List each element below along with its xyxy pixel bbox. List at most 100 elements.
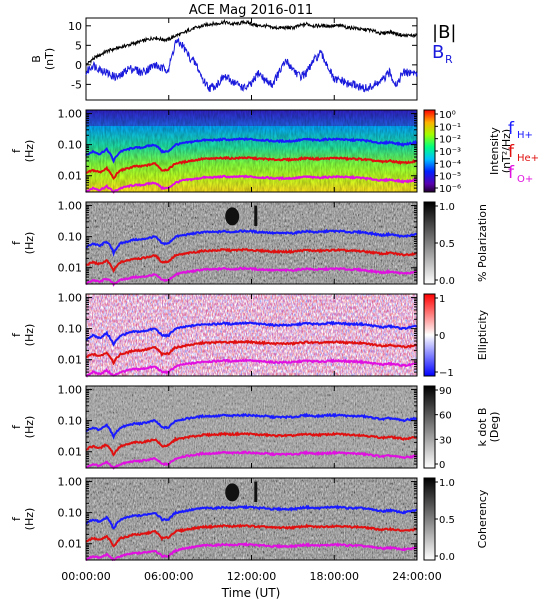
y-tick-label: 0: [75, 59, 82, 72]
colorbar-tick-label: 90: [439, 386, 452, 397]
intensity-colorbar: [423, 109, 436, 193]
y-tick-label: 5: [75, 39, 82, 52]
line-fhe: [85, 431, 418, 457]
y-tick-label: 1.00: [58, 476, 83, 489]
colorbar-tick-label: 10⁰: [439, 110, 456, 121]
legend-fhe: f: [508, 142, 515, 162]
colorbar-tick-label: 10⁻²: [439, 135, 461, 146]
x-tick-label: 18:00:00: [310, 570, 359, 583]
polarization-y-axis-label: f: [10, 240, 23, 245]
colorbar-tick-label: 60: [439, 411, 452, 422]
line-fh: [85, 504, 418, 530]
intensity-y-axis-label: f: [10, 148, 23, 153]
intensity-colorbar-unit: (nT²/Hz): [500, 129, 513, 173]
coherency-y-axis-label: f: [10, 516, 23, 521]
polarization-colorbar-label: % Polarization: [476, 204, 489, 282]
colorbar-tick-label: 1: [439, 294, 445, 305]
colorbar-tick-label: 0.5: [439, 239, 455, 250]
y-tick-label: 1.00: [58, 292, 83, 305]
legend-b-r: B: [432, 42, 444, 63]
y-tick-label: 0.01: [58, 538, 83, 551]
colorbar-tick-label: 10⁻¹: [439, 122, 461, 133]
y-tick-label: 0.10: [58, 139, 83, 152]
y-tick-label: 0.01: [58, 262, 83, 275]
coherency-texture: [86, 478, 417, 560]
colorbar-tick-label: 1.0: [439, 478, 455, 489]
dark-blob: [225, 207, 240, 226]
k-dot-b-texture: [86, 386, 417, 468]
coherency-y-axis-unit: (Hz): [23, 508, 36, 531]
colorbar-tick-label: 10⁻⁶: [439, 184, 461, 195]
line-fhe: [85, 523, 417, 548]
legend-b-total: |B|: [432, 22, 456, 43]
intensity-y-axis-unit: (Hz): [23, 140, 36, 163]
polarization-y-axis-unit: (Hz): [23, 232, 36, 255]
y-tick-label: 0.10: [58, 415, 83, 428]
y-tick-label: 1.00: [58, 108, 83, 121]
dark-streak: [254, 205, 258, 226]
line-fh: [85, 320, 418, 347]
y-tick-label: 0.01: [58, 354, 83, 367]
colorbar-tick-label: 1.0: [439, 202, 455, 213]
colorbar-tick-label: 0: [439, 331, 445, 342]
legend-fh-sub: H+: [517, 130, 533, 141]
x-tick-label: 00:00:00: [61, 570, 110, 583]
colorbar-tick-label: 0.0: [439, 276, 455, 287]
k-dot-b-colorbar: [423, 385, 436, 469]
figure-title: ACE Mag 2016-011: [189, 3, 313, 18]
y-tick-label: 10: [68, 20, 82, 33]
series-b-total-line: [85, 18, 418, 67]
k-dot-b-colorbar-label: k dot B: [476, 408, 489, 447]
y-tick-label: 0.01: [58, 170, 83, 183]
b-y-axis-label: B: [30, 55, 43, 63]
coherency-colorbar-label: Coherency: [476, 489, 489, 548]
ellipticity-y-axis-label: f: [10, 332, 23, 337]
x-tick-label: 06:00:00: [144, 570, 193, 583]
line-fo: [85, 358, 418, 378]
y-tick-label: -5: [71, 78, 82, 91]
dark-blob: [225, 483, 240, 502]
k-dot-b-y-axis-unit: (Hz): [23, 416, 36, 439]
x-tick-label: 24:00:00: [392, 570, 441, 583]
intensity-texture: [86, 110, 417, 192]
colorbar-tick-label: −1: [439, 368, 454, 379]
intensity-spectrogram: [86, 110, 417, 192]
k-dot-b-y-axis-label: f: [10, 424, 23, 429]
colorbar-tick-label: 10⁻⁴: [439, 159, 461, 170]
legend-fhe-sub: He+: [517, 153, 539, 164]
series-b-r-line: [85, 37, 418, 93]
ellipticity-colorbar-label: Ellipticity: [476, 309, 489, 360]
ellipticity-y-axis-unit: (Hz): [23, 324, 36, 347]
y-tick-label: 1.00: [58, 384, 83, 397]
legend-fo-sub: O+: [517, 174, 533, 185]
colorbar-tick-label: 10⁻³: [439, 147, 461, 158]
dark-streak: [254, 481, 258, 502]
line-fhe: [85, 155, 418, 180]
legend-b-r-sub: R: [445, 53, 453, 66]
x-axis-label: Time (UT): [221, 586, 281, 600]
y-tick-label: 0.01: [58, 446, 83, 459]
legend-fh: f: [508, 119, 515, 139]
b-y-axis-unit: (nT): [43, 48, 56, 70]
y-tick-label: 0.10: [58, 323, 83, 336]
k-dot-b-colorbar-unit: (Deg): [488, 412, 501, 443]
polarization-colorbar: [423, 201, 436, 285]
colorbar-tick-label: 0: [439, 460, 445, 471]
colorbar-tick-label: 10⁻⁵: [439, 172, 461, 183]
line-fo: [85, 174, 418, 194]
line-fo: [85, 266, 418, 287]
y-tick-label: 0.10: [58, 231, 83, 244]
y-tick-label: 1.00: [58, 200, 83, 213]
k-dot-b-spectrogram: [86, 386, 417, 468]
line-fo: [85, 541, 418, 562]
colorbar-tick-label: 0.5: [439, 515, 455, 526]
ellipticity-colorbar: [423, 293, 436, 377]
line-fh: [85, 412, 418, 440]
colorbar-tick-label: 0.0: [439, 552, 455, 563]
line-fo: [85, 449, 418, 470]
line-fh: [85, 228, 418, 257]
line-fhe: [85, 339, 418, 366]
coherency-colorbar: [423, 477, 436, 561]
line-fhe: [85, 247, 418, 273]
